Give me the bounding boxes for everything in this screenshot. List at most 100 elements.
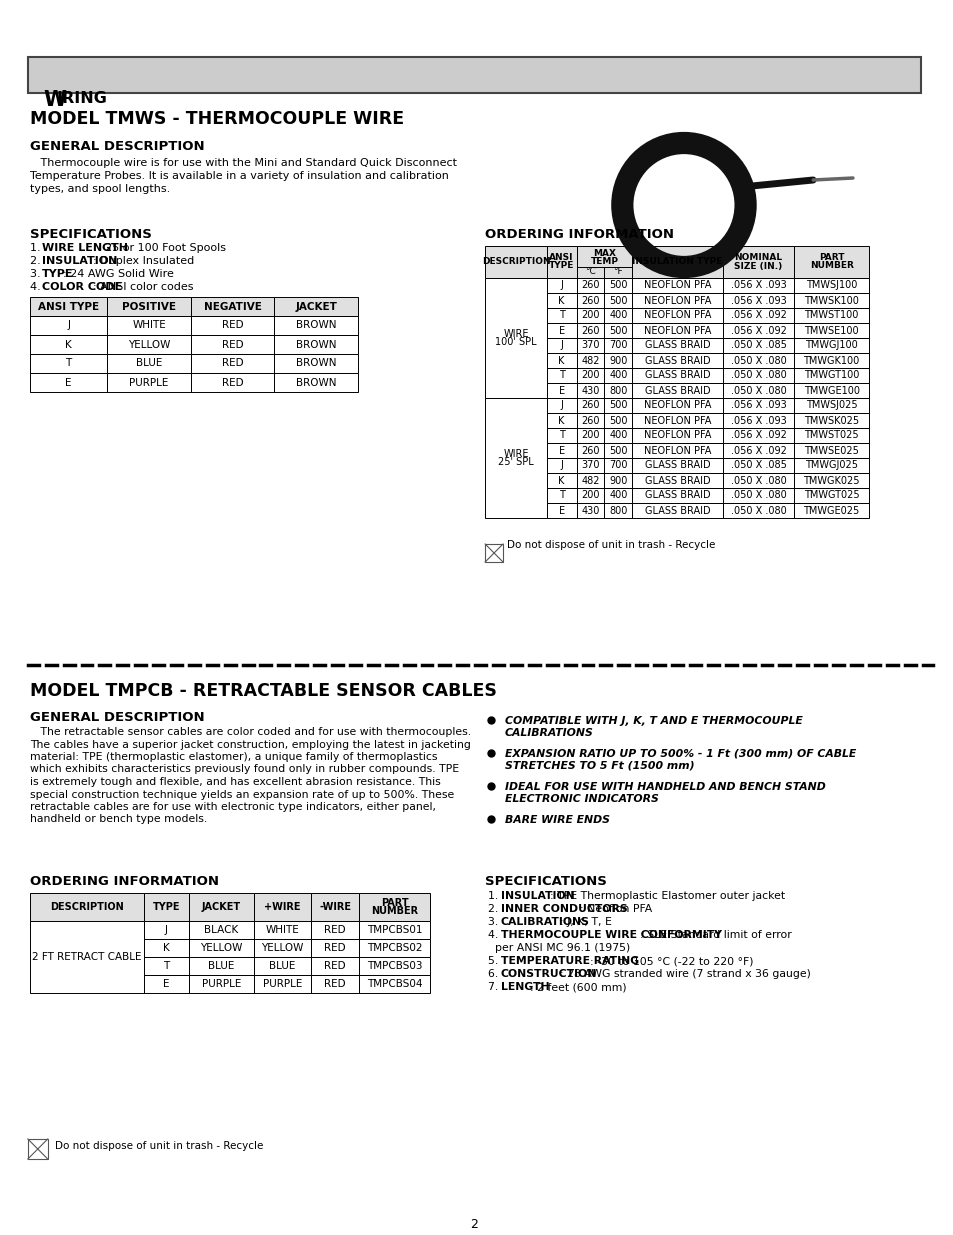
- Bar: [632, 429, 722, 443]
- Bar: [722, 278, 794, 293]
- Text: TMWGT025: TMWGT025: [803, 490, 859, 500]
- Bar: [546, 308, 576, 324]
- Bar: [632, 383, 722, 398]
- Text: 260: 260: [580, 280, 599, 290]
- Text: ORDERING INFORMATION: ORDERING INFORMATION: [30, 876, 218, 888]
- Text: RED: RED: [324, 925, 346, 935]
- Text: TMPCBS01: TMPCBS01: [367, 925, 422, 935]
- Bar: [576, 293, 632, 308]
- Text: : -30 to 105 °C (-22 to 220 °F): : -30 to 105 °C (-22 to 220 °F): [590, 956, 753, 966]
- Text: 200: 200: [580, 370, 599, 380]
- Text: WIRE LENGTH: WIRE LENGTH: [42, 243, 129, 253]
- Text: : 28 AWG stranded wire (7 strand x 36 gauge): : 28 AWG stranded wire (7 strand x 36 ga…: [559, 969, 810, 979]
- Text: 800: 800: [609, 385, 627, 395]
- Text: BLACK: BLACK: [204, 925, 238, 935]
- Text: 500: 500: [608, 295, 627, 305]
- Text: T: T: [558, 431, 564, 441]
- Bar: [108, 373, 191, 391]
- Bar: [576, 353, 632, 368]
- Bar: [144, 921, 189, 939]
- Text: ANSI TYPE: ANSI TYPE: [38, 301, 99, 311]
- Bar: [546, 368, 576, 383]
- Text: E: E: [558, 326, 564, 336]
- Text: 800: 800: [609, 505, 627, 515]
- Bar: [274, 354, 357, 373]
- Text: T: T: [66, 358, 71, 368]
- Bar: [722, 293, 794, 308]
- Bar: [546, 412, 576, 429]
- Text: 2 FT RETRACT CABLE: 2 FT RETRACT CABLE: [32, 952, 142, 962]
- Text: : Duplex Insulated: : Duplex Insulated: [93, 256, 194, 266]
- Bar: [358, 893, 430, 921]
- Text: TMWST100: TMWST100: [803, 310, 858, 321]
- Text: .050 X .080: .050 X .080: [730, 370, 785, 380]
- Bar: [576, 412, 632, 429]
- Text: 3.: 3.: [30, 269, 44, 279]
- Text: .050 X .085: .050 X .085: [730, 341, 785, 351]
- Bar: [546, 503, 576, 517]
- Bar: [191, 335, 274, 354]
- Text: .056 X .093: .056 X .093: [730, 280, 785, 290]
- Text: .050 X .080: .050 X .080: [730, 475, 785, 485]
- Text: The cables have a superior jacket construction, employing the latest in jacketin: The cables have a superior jacket constr…: [30, 740, 470, 750]
- Text: 260: 260: [580, 295, 599, 305]
- Bar: [632, 488, 722, 503]
- Text: YELLOW: YELLOW: [261, 944, 303, 953]
- Text: handheld or bench type models.: handheld or bench type models.: [30, 815, 207, 825]
- Text: T: T: [558, 490, 564, 500]
- Text: .056 X .092: .056 X .092: [730, 326, 785, 336]
- Text: °C: °C: [584, 268, 596, 277]
- Text: : ANSI color codes: : ANSI color codes: [93, 282, 193, 291]
- Bar: [311, 921, 358, 939]
- Text: BROWN: BROWN: [295, 358, 336, 368]
- Text: .050 X .080: .050 X .080: [730, 505, 785, 515]
- Bar: [311, 957, 358, 974]
- Bar: [189, 957, 253, 974]
- Bar: [30, 893, 144, 921]
- Bar: [253, 939, 311, 957]
- Text: 400: 400: [609, 490, 627, 500]
- Text: GLASS BRAID: GLASS BRAID: [644, 356, 710, 366]
- Text: 5.: 5.: [488, 956, 501, 966]
- Text: 200: 200: [580, 490, 599, 500]
- Bar: [144, 957, 189, 974]
- Text: 2.: 2.: [488, 904, 501, 914]
- Bar: [576, 429, 632, 443]
- Text: IDEAL FOR USE WITH HANDHELD AND BENCH STAND: IDEAL FOR USE WITH HANDHELD AND BENCH ST…: [504, 782, 825, 792]
- Bar: [576, 458, 632, 473]
- Bar: [794, 324, 868, 338]
- Text: E: E: [65, 378, 71, 388]
- Text: 500: 500: [608, 280, 627, 290]
- Bar: [722, 324, 794, 338]
- Bar: [576, 473, 632, 488]
- Text: retractable cables are for use with electronic type indicators, either panel,: retractable cables are for use with elec…: [30, 802, 436, 811]
- Text: JACKET: JACKET: [294, 301, 336, 311]
- Text: NEOFLON PFA: NEOFLON PFA: [643, 400, 710, 410]
- Bar: [632, 443, 722, 458]
- Bar: [108, 316, 191, 335]
- Text: J: J: [559, 341, 562, 351]
- Bar: [794, 412, 868, 429]
- Text: NEOFLON PFA: NEOFLON PFA: [643, 310, 710, 321]
- Bar: [632, 473, 722, 488]
- Text: TYPE: TYPE: [42, 269, 73, 279]
- Text: CALIBRATIONS: CALIBRATIONS: [504, 727, 594, 739]
- Text: 3.: 3.: [488, 918, 501, 927]
- Text: : Neoflon PFA: : Neoflon PFA: [579, 904, 652, 914]
- Text: SPECIFICATIONS: SPECIFICATIONS: [30, 228, 152, 241]
- Text: TYPE: TYPE: [152, 902, 180, 911]
- Text: GLASS BRAID: GLASS BRAID: [644, 490, 710, 500]
- Bar: [576, 488, 632, 503]
- Text: COMPATIBLE WITH J, K, T AND E THERMOCOUPLE: COMPATIBLE WITH J, K, T AND E THERMOCOUP…: [504, 716, 801, 726]
- Text: 500: 500: [608, 400, 627, 410]
- Text: 2: 2: [470, 1218, 477, 1231]
- Bar: [253, 921, 311, 939]
- Bar: [632, 353, 722, 368]
- Text: WHITE: WHITE: [132, 321, 166, 331]
- Text: SPECIFICATIONS: SPECIFICATIONS: [485, 876, 606, 888]
- Text: STRETCHES TO 5 Ft (1500 mm): STRETCHES TO 5 Ft (1500 mm): [504, 761, 694, 771]
- Bar: [274, 373, 357, 391]
- Text: per ANSI MC 96.1 (1975): per ANSI MC 96.1 (1975): [495, 944, 630, 953]
- Bar: [191, 296, 274, 316]
- Bar: [311, 939, 358, 957]
